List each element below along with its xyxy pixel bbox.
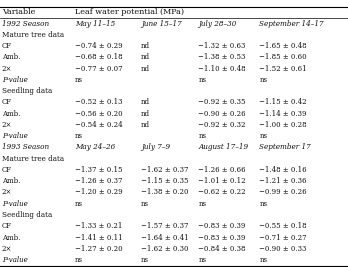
Text: −1.41 ± 0.11: −1.41 ± 0.11: [75, 234, 122, 242]
Text: −1.57 ± 0.37: −1.57 ± 0.37: [141, 222, 188, 230]
Text: −1.01 ± 0.12: −1.01 ± 0.12: [198, 177, 246, 185]
Text: ns: ns: [259, 76, 267, 84]
Text: −1.00 ± 0.28: −1.00 ± 0.28: [259, 121, 307, 129]
Text: P-value: P-value: [2, 200, 27, 208]
Text: ns: ns: [75, 200, 83, 208]
Text: −1.27 ± 0.20: −1.27 ± 0.20: [75, 245, 122, 253]
Text: −1.65 ± 0.48: −1.65 ± 0.48: [259, 42, 307, 50]
Text: P-value: P-value: [2, 76, 27, 84]
Text: 1992 Season: 1992 Season: [2, 19, 49, 28]
Text: −1.20 ± 0.29: −1.20 ± 0.29: [75, 189, 122, 197]
Text: −0.62 ± 0.22: −0.62 ± 0.22: [198, 189, 246, 197]
Text: ns: ns: [198, 256, 206, 264]
Text: −0.83 ± 0.39: −0.83 ± 0.39: [198, 222, 246, 230]
Text: ns: ns: [75, 132, 83, 140]
Text: ns: ns: [259, 256, 267, 264]
Text: July 7–9: July 7–9: [141, 143, 170, 151]
Text: −0.68 ± 0.18: −0.68 ± 0.18: [75, 53, 122, 61]
Text: Amb.: Amb.: [2, 234, 20, 242]
Text: Amb.: Amb.: [2, 53, 20, 61]
Text: 2×: 2×: [2, 189, 12, 197]
Text: −1.52 ± 0.61: −1.52 ± 0.61: [259, 65, 307, 73]
Text: nd: nd: [141, 53, 150, 61]
Text: nd: nd: [141, 98, 150, 106]
Text: June 15–17: June 15–17: [141, 19, 182, 28]
Text: −1.48 ± 0.16: −1.48 ± 0.16: [259, 166, 307, 174]
Text: −0.52 ± 0.13: −0.52 ± 0.13: [75, 98, 122, 106]
Text: −0.83 ± 0.39: −0.83 ± 0.39: [198, 234, 246, 242]
Text: −1.37 ± 0.15: −1.37 ± 0.15: [75, 166, 122, 174]
Text: −0.71 ± 0.27: −0.71 ± 0.27: [259, 234, 307, 242]
Text: ns: ns: [259, 200, 267, 208]
Text: September 14–17: September 14–17: [259, 19, 324, 28]
Text: Amb.: Amb.: [2, 110, 20, 118]
Text: −0.74 ± 0.29: −0.74 ± 0.29: [75, 42, 122, 50]
Text: ns: ns: [75, 76, 83, 84]
Text: CF: CF: [2, 166, 12, 174]
Text: −0.77 ± 0.07: −0.77 ± 0.07: [75, 65, 122, 73]
Text: ns: ns: [75, 256, 83, 264]
Text: −1.15 ± 0.42: −1.15 ± 0.42: [259, 98, 307, 106]
Text: −0.92 ± 0.35: −0.92 ± 0.35: [198, 98, 246, 106]
Text: 2×: 2×: [2, 245, 12, 253]
Text: −0.56 ± 0.20: −0.56 ± 0.20: [75, 110, 122, 118]
Text: P-value: P-value: [2, 132, 27, 140]
Text: ns: ns: [198, 200, 206, 208]
Text: −1.26 ± 0.37: −1.26 ± 0.37: [75, 177, 122, 185]
Text: Seedling data: Seedling data: [2, 87, 52, 95]
Text: −1.85 ± 0.60: −1.85 ± 0.60: [259, 53, 307, 61]
Text: −1.14 ± 0.39: −1.14 ± 0.39: [259, 110, 307, 118]
Text: −1.21 ± 0.36: −1.21 ± 0.36: [259, 177, 307, 185]
Text: nd: nd: [141, 65, 150, 73]
Text: September 17: September 17: [259, 143, 311, 151]
Text: −1.10 ± 0.48: −1.10 ± 0.48: [198, 65, 246, 73]
Text: ns: ns: [259, 132, 267, 140]
Text: −0.90 ± 0.33: −0.90 ± 0.33: [259, 245, 307, 253]
Text: nd: nd: [141, 110, 150, 118]
Text: ns: ns: [141, 200, 149, 208]
Text: −1.26 ± 0.66: −1.26 ± 0.66: [198, 166, 246, 174]
Text: Mature tree data: Mature tree data: [2, 31, 64, 39]
Text: −1.33 ± 0.21: −1.33 ± 0.21: [75, 222, 122, 230]
Text: ns: ns: [141, 256, 149, 264]
Text: −0.99 ± 0.26: −0.99 ± 0.26: [259, 189, 307, 197]
Text: −0.54 ± 0.24: −0.54 ± 0.24: [75, 121, 122, 129]
Text: 1993 Season: 1993 Season: [2, 143, 49, 151]
Text: Variable: Variable: [2, 8, 35, 16]
Text: −0.90 ± 0.26: −0.90 ± 0.26: [198, 110, 246, 118]
Text: −0.84 ± 0.38: −0.84 ± 0.38: [198, 245, 246, 253]
Text: Amb.: Amb.: [2, 177, 20, 185]
Text: −1.62 ± 0.37: −1.62 ± 0.37: [141, 166, 188, 174]
Text: August 17–19: August 17–19: [198, 143, 248, 151]
Text: ns: ns: [198, 132, 206, 140]
Text: −1.38 ± 0.20: −1.38 ± 0.20: [141, 189, 188, 197]
Text: P-value: P-value: [2, 256, 27, 264]
Text: −0.92 ± 0.32: −0.92 ± 0.32: [198, 121, 246, 129]
Text: nd: nd: [141, 121, 150, 129]
Text: 2×: 2×: [2, 121, 12, 129]
Text: −1.15 ± 0.35: −1.15 ± 0.35: [141, 177, 188, 185]
Text: CF: CF: [2, 42, 12, 50]
Text: CF: CF: [2, 98, 12, 106]
Text: −1.64 ± 0.41: −1.64 ± 0.41: [141, 234, 189, 242]
Text: Mature tree data: Mature tree data: [2, 155, 64, 163]
Text: Leaf water potential (MPa): Leaf water potential (MPa): [75, 8, 184, 16]
Text: May 11–15: May 11–15: [75, 19, 115, 28]
Text: 2×: 2×: [2, 65, 12, 73]
Text: May 24–26: May 24–26: [75, 143, 115, 151]
Text: −0.55 ± 0.18: −0.55 ± 0.18: [259, 222, 307, 230]
Text: −1.32 ± 0.63: −1.32 ± 0.63: [198, 42, 246, 50]
Text: July 28–30: July 28–30: [198, 19, 237, 28]
Text: −1.62 ± 0.30: −1.62 ± 0.30: [141, 245, 188, 253]
Text: nd: nd: [141, 42, 150, 50]
Text: ns: ns: [198, 76, 206, 84]
Text: −1.38 ± 0.53: −1.38 ± 0.53: [198, 53, 246, 61]
Text: Seedling data: Seedling data: [2, 211, 52, 219]
Text: CF: CF: [2, 222, 12, 230]
